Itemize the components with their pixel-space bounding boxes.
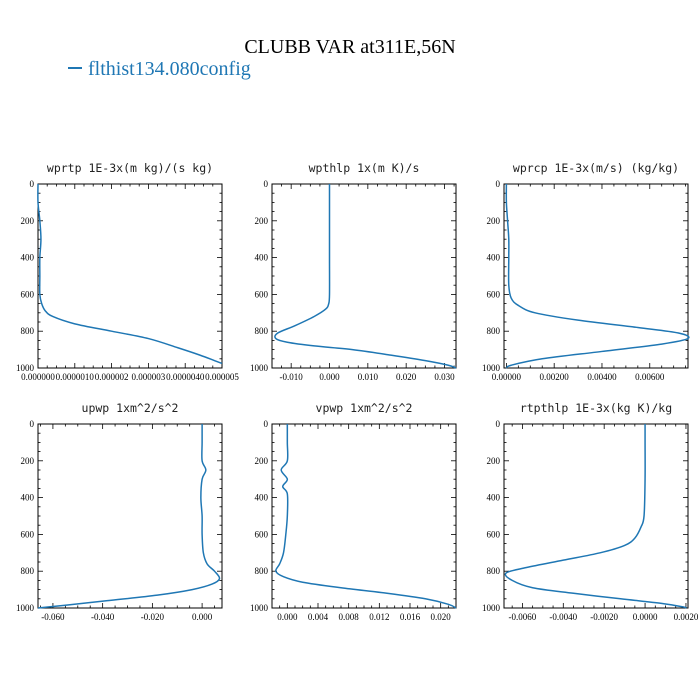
y-tick-label: 400 — [487, 493, 501, 503]
x-tick-label: 0.012 — [369, 612, 389, 622]
y-tick-label: 200 — [487, 456, 501, 466]
y-tick-label: 800 — [255, 566, 269, 576]
y-tick-label: 800 — [21, 566, 35, 576]
plot-frame — [503, 423, 689, 609]
y-tick-label: 800 — [255, 326, 269, 336]
x-tick-label: -0.060 — [41, 612, 65, 622]
x-tick-label: 0.0000010 — [56, 372, 95, 382]
x-tick-label: 0.000 — [319, 372, 340, 382]
y-tick-label: 600 — [21, 289, 35, 299]
y-tick-label: 0 — [496, 419, 501, 429]
plot-frame — [271, 423, 457, 609]
x-tick-label: -0.020 — [141, 612, 165, 622]
x-tick-label: -0.040 — [91, 612, 115, 622]
panel-title: vpwp 1xm^2/s^2 — [316, 401, 413, 415]
plot-frame — [503, 183, 689, 369]
profile-line — [37, 424, 221, 609]
y-tick-label: 400 — [21, 253, 35, 263]
x-tick-label: 0.00600 — [635, 372, 665, 382]
panel-title: upwp 1xm^2/s^2 — [82, 401, 179, 415]
panel-title: rtpthlp 1E-3x(kg K)/kg — [520, 401, 672, 415]
y-tick-label: 0 — [264, 419, 269, 429]
x-tick-label: 0.020 — [431, 612, 452, 622]
y-tick-label: 800 — [487, 566, 501, 576]
y-tick-label: 200 — [255, 456, 269, 466]
x-tick-label: 0.00000 — [492, 372, 522, 382]
y-tick-label: 1000 — [482, 603, 501, 613]
y-tick-label: 0 — [264, 179, 269, 189]
x-tick-label: 0.000 — [277, 612, 298, 622]
y-tick-label: 600 — [255, 289, 269, 299]
figure-title: CLUBB VAR at311E,56N — [244, 36, 456, 58]
y-tick-label: 600 — [487, 289, 501, 299]
profile-line — [504, 424, 688, 609]
panel-title: wprtp 1E-3x(m kg)/(s kg) — [47, 161, 213, 175]
plot-frame — [271, 183, 457, 369]
panel-5: vpwp 1xm^2/s^2 0 200 400 600 800 1000 0.000 0.00… — [250, 401, 457, 622]
x-tick-label: 0.0020 — [674, 612, 699, 622]
x-tick-label: 0.000 — [192, 612, 213, 622]
plot-frame — [37, 423, 223, 609]
y-tick-label: 1000 — [482, 363, 501, 373]
y-tick-label: 600 — [487, 529, 501, 539]
x-tick-label: -0.010 — [280, 372, 304, 382]
y-tick-label: 800 — [487, 326, 501, 336]
x-tick-label: 0.00200 — [540, 372, 570, 382]
panel-title: wpthlp 1x(m K)/s — [309, 161, 420, 175]
x-tick-label: 0.000002 — [95, 372, 129, 382]
panel-6: rtpthlp 1E-3x(kg K)/kg02004006008001000-… — [482, 401, 699, 622]
y-tick-label: 1000 — [250, 363, 269, 373]
plot-frame — [37, 183, 223, 369]
y-tick-label: 1000 — [16, 363, 35, 373]
profile-line — [505, 183, 690, 369]
legend-label: flthist134.080config — [88, 58, 251, 80]
x-tick-label: 0.008 — [339, 612, 360, 622]
y-tick-label: 200 — [487, 216, 501, 226]
y-tick-label: 200 — [21, 216, 35, 226]
x-tick-label: 0.000003 — [132, 372, 166, 382]
x-tick-label: 0.016 — [400, 612, 421, 622]
y-tick-label: 600 — [21, 529, 35, 539]
y-tick-label: 600 — [255, 529, 269, 539]
y-tick-label: 400 — [255, 253, 269, 263]
panel-2: wpthlp 1x(m K)/s 0 200 400 600 800 1000 -0.010 0… — [250, 161, 457, 382]
y-tick-label: 1000 — [16, 603, 35, 613]
y-tick-label: 0 — [30, 179, 35, 189]
profile-line — [37, 183, 223, 365]
y-tick-label: 800 — [21, 326, 35, 336]
panel-title: wprcp 1E-3x(m/s) (kg/kg) — [513, 161, 679, 175]
y-tick-label: 400 — [487, 253, 501, 263]
x-tick-label: 0.000005 — [205, 372, 239, 382]
x-tick-label: 0.0000 — [633, 612, 658, 622]
panel-3: wprcp 1E-3x(m/s) (kg/kg) 0 200 400 600 800 100… — [482, 161, 690, 382]
y-tick-label: 0 — [30, 419, 35, 429]
panel-1: wprtp 1E-3x(m kg)/(s kg) 0 200 400 600 800 100… — [16, 161, 239, 382]
x-tick-label: 0.030 — [434, 372, 455, 382]
x-tick-label: 0.000000 — [21, 372, 55, 382]
legend-swatch — [68, 67, 82, 70]
y-tick-label: 200 — [21, 456, 35, 466]
x-tick-label: 0.004 — [308, 612, 329, 622]
x-tick-label: -0.0040 — [549, 612, 577, 622]
x-tick-label: 0.010 — [358, 372, 379, 382]
x-tick-label: 0.00400 — [587, 372, 617, 382]
panel-4: upwp 1xm^2/s^2 0 200 400 600 800 1000 -0.060 -0.… — [16, 401, 223, 622]
x-tick-label: -0.0020 — [590, 612, 618, 622]
x-tick-label: 0.0000040 — [166, 372, 205, 382]
y-tick-label: 1000 — [250, 603, 269, 613]
y-tick-label: 400 — [21, 493, 35, 503]
profile-line — [275, 424, 457, 609]
y-tick-label: 400 — [255, 493, 269, 503]
x-tick-label: 0.020 — [396, 372, 417, 382]
y-tick-label: 200 — [255, 216, 269, 226]
profile-line — [274, 183, 457, 369]
legend: flthist134.080config — [68, 58, 251, 81]
y-tick-label: 0 — [496, 179, 501, 189]
x-tick-label: -0.0060 — [509, 612, 537, 622]
